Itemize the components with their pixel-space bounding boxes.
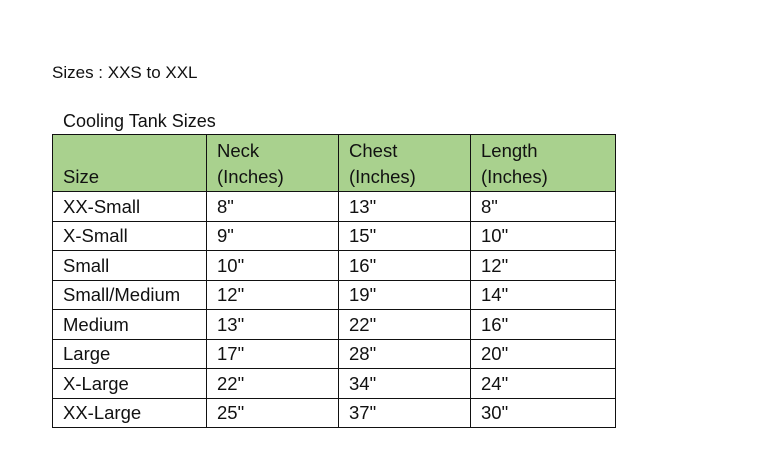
table-cell: 10" xyxy=(206,250,339,281)
table-cell: 8" xyxy=(206,191,339,222)
table-row: X-Small 9" 15" 10" xyxy=(52,220,616,251)
table-cell: 34" xyxy=(338,368,471,399)
header-line: Length xyxy=(481,140,538,161)
column-header: Neck (Inches) xyxy=(206,134,339,192)
table-row: Large 17" 28" 20" xyxy=(52,338,616,369)
table-cell: 14" xyxy=(470,279,616,310)
table-cell: Small xyxy=(52,250,207,281)
header-line: (Inches) xyxy=(349,166,416,187)
table-cell: 9" xyxy=(206,220,339,251)
size-table: Size Neck (Inches) Chest (Inches) Length (Inch… xyxy=(52,134,616,428)
column-header: Length (Inches) xyxy=(470,134,616,192)
table-cell: Large xyxy=(52,338,207,369)
header-line: (Inches) xyxy=(481,166,548,187)
header-line: Size xyxy=(63,166,99,187)
table-cell: 25" xyxy=(206,397,339,428)
table-cell: 20" xyxy=(470,338,616,369)
table-cell: XX-Small xyxy=(52,191,207,222)
header-row: Size Neck (Inches) Chest (Inches) Length (Inch… xyxy=(52,134,616,192)
table-cell: XX-Large xyxy=(52,397,207,428)
sizes-range-text: Sizes : XXS to XXL xyxy=(52,63,198,82)
table-cell: 10" xyxy=(470,220,616,251)
header-line: (Inches) xyxy=(217,166,284,187)
table-cell: 16" xyxy=(470,309,616,340)
table-cell: 8" xyxy=(470,191,616,222)
table-cell: 30" xyxy=(470,397,616,428)
table-cell: 16" xyxy=(338,250,471,281)
header-line xyxy=(63,138,206,164)
table-cell: Small/Medium xyxy=(52,279,207,310)
table-cell: 12" xyxy=(470,250,616,281)
table-cell: 13" xyxy=(338,191,471,222)
table-cell: 37" xyxy=(338,397,471,428)
table-cell: X-Large xyxy=(52,368,207,399)
table-row: Small/Medium 12" 19" 14" xyxy=(52,279,616,310)
table-row: X-Large 22" 34" 24" xyxy=(52,368,616,399)
table-cell: 13" xyxy=(206,309,339,340)
column-header: Size xyxy=(52,134,207,192)
table-cell: 12" xyxy=(206,279,339,310)
table-row: Small 10" 16" 12" xyxy=(52,250,616,281)
column-header: Chest (Inches) xyxy=(338,134,471,192)
table-cell: Medium xyxy=(52,309,207,340)
table-cell: 22" xyxy=(206,368,339,399)
table-cell: 24" xyxy=(470,368,616,399)
table-row: XX-Large 25" 37" 30" xyxy=(52,397,616,428)
table-row: Medium 13" 22" 16" xyxy=(52,309,616,340)
header-line: Chest xyxy=(349,140,398,161)
header-line: Neck xyxy=(217,140,260,161)
table-cell: 17" xyxy=(206,338,339,369)
table-cell: 22" xyxy=(338,309,471,340)
table-cell: 15" xyxy=(338,220,471,251)
table-cell: X-Small xyxy=(52,220,207,251)
table-cell: 28" xyxy=(338,338,471,369)
table-row: XX-Small 8" 13" 8" xyxy=(52,191,616,222)
table-cell: 19" xyxy=(338,279,471,310)
table-caption: Cooling Tank Sizes xyxy=(63,111,216,131)
